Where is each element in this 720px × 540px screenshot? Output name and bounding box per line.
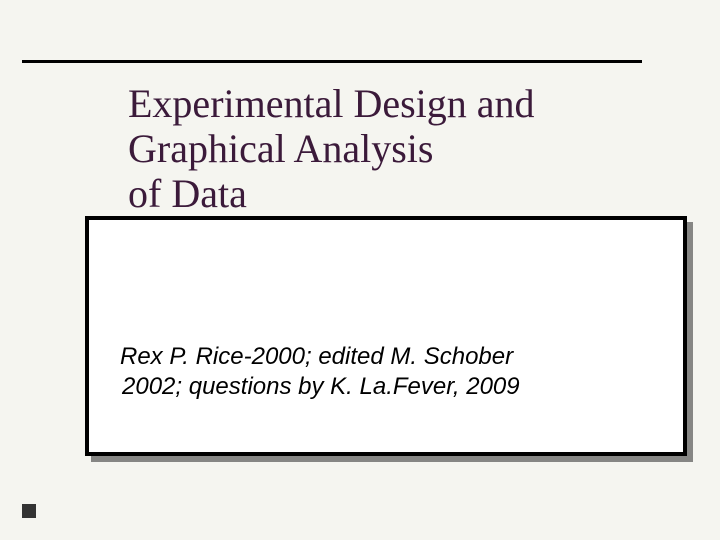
horizontal-rule xyxy=(22,60,642,63)
subtitle-line-2: 2002; questions by K. La.Fever, 2009 xyxy=(122,372,520,402)
corner-square-icon xyxy=(22,504,36,518)
title-line-1: Experimental Design and xyxy=(128,81,535,126)
title-line-2: Graphical Analysis xyxy=(128,126,434,171)
subtitle-box xyxy=(85,216,687,456)
slide-title: Experimental Design and Graphical Analys… xyxy=(128,82,688,216)
subtitle-line-1: Rex P. Rice-2000; edited M. Schober xyxy=(120,342,513,372)
title-line-3: of Data xyxy=(128,171,247,216)
